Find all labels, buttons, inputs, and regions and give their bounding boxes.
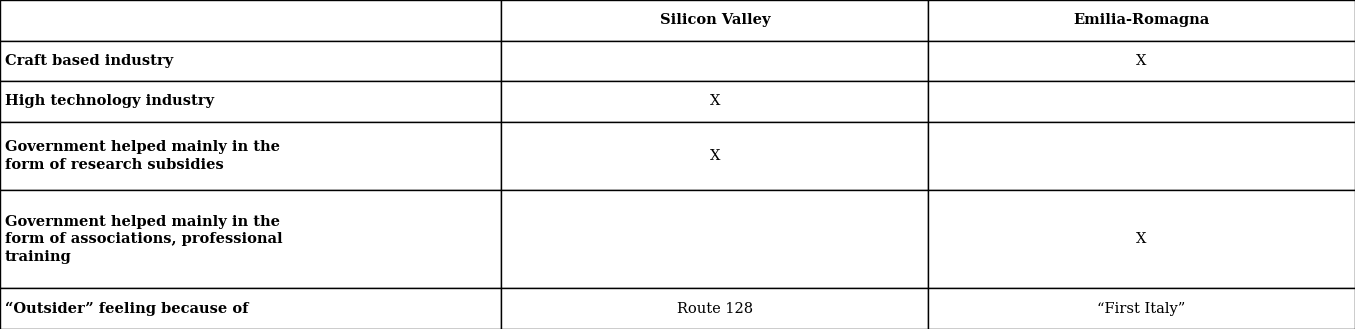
Bar <box>0 40 501 81</box>
Bar <box>501 289 928 329</box>
Text: “First Italy”: “First Italy” <box>1098 302 1186 316</box>
Bar <box>501 121 928 190</box>
Bar <box>928 0 1355 40</box>
Bar <box>928 190 1355 289</box>
Bar <box>0 289 501 329</box>
Bar <box>928 40 1355 81</box>
Text: Route 128: Route 128 <box>676 302 753 316</box>
Bar <box>928 289 1355 329</box>
Text: Emilia-Romagna: Emilia-Romagna <box>1073 13 1210 27</box>
Bar <box>501 190 928 289</box>
Text: X: X <box>1137 232 1146 246</box>
Text: X: X <box>710 149 720 163</box>
Bar <box>0 190 501 289</box>
Bar <box>0 0 501 40</box>
Bar <box>0 121 501 190</box>
Text: High technology industry: High technology industry <box>5 94 214 108</box>
Text: Government helped mainly in the
form of associations, professional
training: Government helped mainly in the form of … <box>5 215 283 264</box>
Bar <box>501 81 928 121</box>
Text: X: X <box>1137 54 1146 68</box>
Bar <box>0 81 501 121</box>
Text: Government helped mainly in the
form of research subsidies: Government helped mainly in the form of … <box>5 140 280 171</box>
Text: Silicon Valley: Silicon Valley <box>660 13 770 27</box>
Text: X: X <box>710 94 720 108</box>
Bar <box>501 40 928 81</box>
Bar <box>928 81 1355 121</box>
Text: Craft based industry: Craft based industry <box>5 54 173 68</box>
Bar <box>928 121 1355 190</box>
Text: “Outsider” feeling because of: “Outsider” feeling because of <box>5 302 248 316</box>
Bar <box>501 0 928 40</box>
